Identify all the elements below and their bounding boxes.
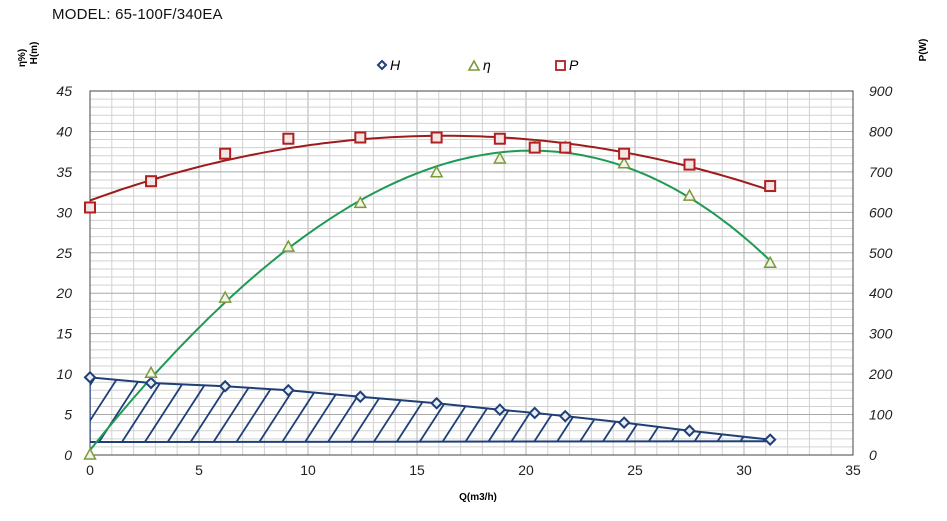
x-tick-label: 5: [195, 462, 203, 478]
legend-p-marker: [555, 60, 566, 71]
hatch-line: [90, 377, 101, 443]
y-right-tick-label: 100: [869, 407, 893, 423]
point-eta: [83, 447, 97, 460]
point-h: [353, 390, 367, 404]
point-h: [617, 416, 631, 430]
point-h: [493, 403, 507, 417]
point-p: [430, 131, 443, 144]
y-right-tick-label: 800: [869, 123, 893, 139]
point-eta: [429, 165, 444, 178]
y-right-tick-label: 0: [869, 447, 877, 463]
x-axis-label: Q(m3/h): [459, 492, 497, 503]
legend-h-label: H: [390, 57, 401, 73]
plot-border: [89, 90, 854, 456]
y-right-tick-label: 700: [869, 164, 893, 180]
legend-eta-label: η: [483, 57, 491, 73]
x-tick-label: 10: [300, 462, 316, 478]
x-tick-label: 15: [409, 462, 425, 478]
point-p: [683, 158, 696, 171]
x-tick-label: 20: [518, 462, 534, 478]
y-right-tick-label: 600: [869, 204, 893, 220]
point-eta: [353, 195, 368, 209]
point-eta: [493, 151, 507, 164]
curve-p: [89, 134, 771, 202]
legend-h-marker: [376, 59, 388, 71]
point-p: [618, 147, 631, 160]
model-title: MODEL: 65-100F/340EA: [52, 6, 223, 23]
tick-labels: 0 5 10 15 20 25 30 35 0 5 10 15 20 25 30 35 40 45 0 100 200 3…: [55, 83, 892, 478]
y-left-label-top: η%): [17, 49, 28, 67]
point-h: [281, 383, 295, 397]
y-left-tick-label: 30: [56, 204, 72, 220]
point-h: [218, 379, 232, 393]
y-left-tick-label: 25: [55, 245, 72, 261]
legend-p-label: P: [569, 57, 579, 73]
x-tick-label: 30: [736, 462, 752, 478]
x-tick-label: 35: [845, 462, 861, 478]
point-h: [528, 406, 542, 420]
y-left-label-bottom: H(m): [29, 42, 40, 65]
y-right-tick-label: 300: [869, 326, 893, 342]
point-eta: [682, 188, 697, 201]
point-eta: [144, 365, 158, 379]
point-p: [282, 132, 295, 145]
y-right-tick-label: 200: [868, 366, 893, 382]
legend-eta-marker: [467, 59, 481, 71]
point-h: [763, 433, 777, 447]
y-left-tick-label: 10: [56, 366, 72, 382]
point-p: [145, 175, 158, 188]
hatch-line: [92, 377, 147, 443]
point-eta: [218, 290, 232, 303]
x-tick-label: 0: [86, 462, 94, 478]
point-p: [764, 180, 777, 193]
point-h: [144, 376, 158, 390]
point-p: [219, 147, 232, 160]
y-left-tick-label: 5: [64, 407, 72, 423]
point-eta: [281, 239, 296, 252]
point-p: [528, 141, 541, 154]
h-band-bottom-edge: [90, 440, 771, 444]
point-p: [84, 201, 96, 214]
y-right-tick-label: 900: [869, 83, 893, 99]
h-band-top-edge: [90, 376, 771, 441]
legend: H η P: [376, 57, 579, 73]
y-left-tick-label: 15: [56, 326, 72, 342]
point-p: [354, 131, 367, 144]
y-left-tick-label: 0: [64, 447, 72, 463]
hatch-line: [90, 377, 124, 443]
y-right-tick-label: 400: [869, 285, 893, 301]
y-left-tick-label: 35: [56, 164, 72, 180]
y-right-label: P(W): [918, 39, 929, 62]
y-left-tick-label: 45: [56, 83, 72, 99]
curve-eta: [89, 149, 771, 451]
point-h: [683, 424, 696, 438]
point-p: [559, 141, 572, 154]
y-left-tick-label: 20: [55, 285, 72, 301]
point-h: [430, 396, 444, 410]
curve-layer: [89, 134, 771, 451]
y-left-tick-label: 40: [56, 123, 72, 139]
point-h: [558, 409, 572, 423]
point-eta: [763, 255, 777, 269]
point-eta: [617, 156, 631, 169]
grid-lines: [89, 90, 854, 456]
marker-layer: [83, 131, 777, 460]
x-tick-label: 25: [627, 462, 643, 478]
y-right-tick-label: 500: [869, 245, 893, 261]
point-h: [83, 370, 97, 384]
point-p: [493, 132, 506, 145]
